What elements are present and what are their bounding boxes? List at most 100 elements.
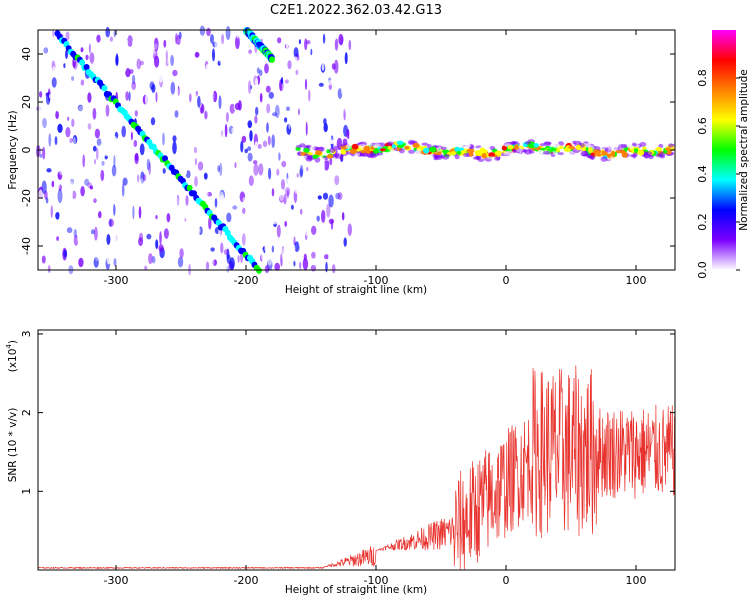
heat-cell: [65, 31, 70, 41]
heat-cell: [268, 37, 272, 45]
heat-cell: [340, 148, 345, 155]
heat-cell: [80, 47, 84, 53]
heat-cell: [109, 218, 112, 228]
heat-cell: [113, 30, 117, 38]
x-tick-label: -200: [234, 574, 259, 587]
heat-cell: [474, 150, 483, 157]
heat-cell: [68, 115, 72, 128]
heat-cell: [386, 141, 394, 146]
heat-cell: [278, 152, 281, 161]
heat-cell: [113, 204, 116, 216]
heat-cell: [315, 241, 319, 252]
heat-cell: [588, 147, 593, 154]
heat-cell: [55, 86, 59, 93]
heat-cell: [214, 198, 218, 208]
heat-cell: [98, 144, 102, 152]
heat-cell: [252, 160, 258, 165]
heat-cell: [257, 144, 262, 149]
heat-cell: [192, 237, 196, 252]
heat-cell: [312, 178, 316, 184]
heat-cell: [50, 75, 53, 86]
heat-cell: [218, 51, 224, 65]
heat-cell: [77, 211, 83, 216]
heat-cell: [159, 231, 162, 245]
heat-cell: [131, 100, 136, 110]
heat-cell: [206, 190, 209, 198]
heat-cell: [421, 142, 429, 146]
y-tick-label: 1: [20, 488, 33, 495]
heat-cell: [163, 228, 169, 240]
heat-cell: [91, 247, 96, 252]
heat-cell: [343, 108, 346, 121]
heat-cell: [174, 85, 179, 100]
heat-cell: [134, 153, 139, 165]
heat-cell: [112, 76, 118, 87]
heat-cell: [254, 115, 258, 124]
heat-cell: [260, 182, 265, 193]
heat-cell: [154, 169, 160, 179]
heat-cell: [189, 106, 194, 117]
heat-cell: [642, 146, 647, 150]
heat-cell: [84, 178, 90, 186]
heat-cell: [236, 208, 241, 221]
heat-cell: [146, 233, 152, 240]
heat-cell: [528, 150, 535, 154]
heat-cell: [114, 135, 117, 146]
heat-cell: [163, 39, 167, 48]
heat-cell: [256, 210, 262, 221]
heat-cell: [327, 79, 333, 86]
heat-cell: [162, 155, 168, 162]
heat-cell: [408, 149, 415, 154]
heat-cell: [83, 63, 90, 71]
heat-cell: [318, 146, 325, 152]
heat-cell: [154, 55, 160, 68]
heat-cell: [335, 154, 344, 159]
heat-cell: [276, 224, 281, 238]
heat-cell: [104, 247, 110, 252]
heat-cell: [54, 53, 58, 65]
heat-cell: [334, 47, 339, 57]
heat-cell: [39, 231, 45, 244]
heat-cell: [48, 93, 52, 99]
heat-cell: [293, 159, 297, 167]
heat-cell: [519, 137, 527, 144]
heat-cell: [41, 180, 47, 194]
colorbar-ticks: 0.0 0.2 0.4 0.6 0.8: [696, 69, 740, 279]
heat-cell: [292, 102, 296, 113]
heat-cell: [416, 148, 422, 155]
heat-cell: [137, 174, 140, 183]
heat-cell: [52, 29, 55, 38]
heat-cell: [105, 151, 110, 157]
heat-cell: [87, 103, 93, 112]
heat-cell: [175, 157, 180, 163]
heat-cell: [59, 166, 64, 176]
heat-cell: [42, 161, 47, 175]
heat-cell: [186, 44, 192, 56]
heat-cell: [230, 218, 234, 228]
heat-cell: [285, 190, 290, 196]
heat-cell: [319, 188, 324, 195]
heat-cell: [51, 201, 55, 209]
heat-cell: [176, 34, 181, 46]
heat-cell: [39, 124, 44, 131]
heat-cell: [173, 196, 179, 206]
heat-cell: [238, 88, 244, 101]
heat-cell: [272, 112, 278, 117]
heat-cell: [326, 37, 330, 49]
heat-cell: [129, 220, 135, 231]
heat-cell: [256, 90, 261, 102]
heat-cell: [190, 257, 194, 264]
heat-cell: [125, 68, 131, 78]
heat-cell: [256, 166, 262, 175]
heat-cell: [247, 106, 251, 114]
heat-cell: [124, 50, 127, 65]
heat-cell: [206, 27, 211, 37]
heat-cell: [148, 253, 153, 265]
heat-cell: [552, 144, 557, 148]
heat-cell: [429, 146, 437, 153]
heat-cell: [265, 85, 271, 93]
heat-cell: [295, 224, 300, 238]
heat-cell: [232, 205, 238, 210]
colorbar-tick-label: 0.6: [696, 117, 709, 135]
heat-cell: [287, 136, 292, 144]
